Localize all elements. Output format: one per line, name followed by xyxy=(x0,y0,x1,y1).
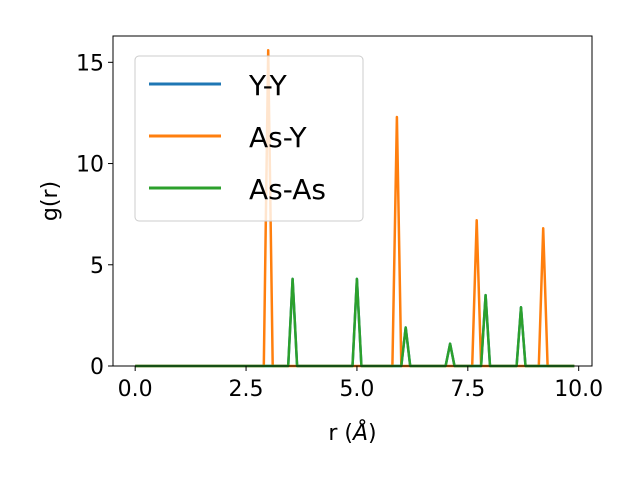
legend-box xyxy=(134,55,364,222)
y-axis-ticks: 0 5 10 15 xyxy=(76,51,113,380)
x-tick-label: 0.0 xyxy=(118,377,153,402)
y-tick-label: 15 xyxy=(76,51,104,76)
legend: Y-Y As-Y As-As xyxy=(134,55,364,222)
x-tick-label: 5.0 xyxy=(339,377,374,402)
legend-label-as-as: As-As xyxy=(249,173,326,206)
y-tick-label: 5 xyxy=(90,254,104,279)
x-tick-label: 2.5 xyxy=(229,377,264,402)
x-axis-ticks: 0.0 2.5 5.0 7.5 10.0 xyxy=(118,366,603,402)
y-tick-label: 10 xyxy=(76,153,104,178)
y-tick-label: 0 xyxy=(90,355,104,380)
x-tick-label: 10.0 xyxy=(554,377,603,402)
series-line-as-as xyxy=(135,277,575,368)
x-axis-label: r (Å) xyxy=(328,419,376,446)
legend-label-y-y: Y-Y xyxy=(248,69,288,102)
legend-label-as-y: As-Y xyxy=(249,121,308,154)
x-tick-label: 7.5 xyxy=(450,377,485,402)
plot-frame xyxy=(112,35,593,367)
y-axis-label: g(r) xyxy=(38,181,63,221)
